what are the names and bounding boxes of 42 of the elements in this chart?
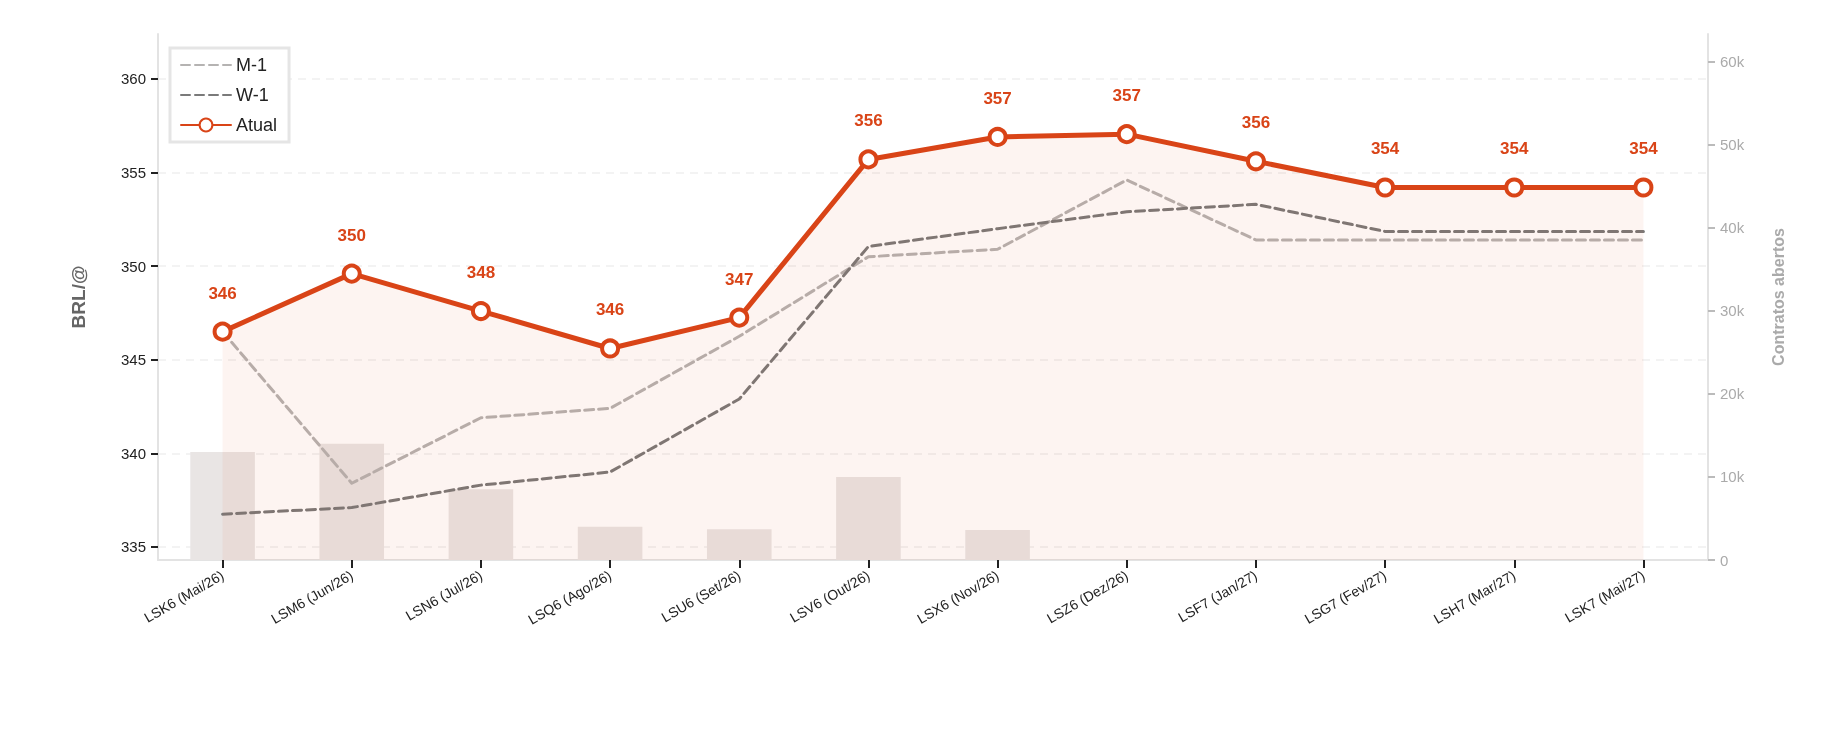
data-label: 350 [337,225,366,245]
point [600,338,621,359]
y2-tick-label: 40k [1720,219,1745,237]
y2-axis-title: Contratos abertos [1769,228,1787,366]
point [470,301,491,322]
point [1116,124,1137,145]
data-label: 357 [983,88,1012,108]
point [858,149,879,170]
legend-label: Atual [236,115,278,135]
y2-tick-label: 60k [1720,52,1745,70]
y-tick-label: 345 [120,351,146,369]
y-tick-label: 350 [120,257,146,275]
y2-tick-label: 30k [1720,302,1745,320]
y2-tick-label: 10k [1720,468,1745,486]
legend-label: M-1 [236,55,267,75]
point [341,263,362,284]
point [1245,151,1266,172]
point [987,126,1008,147]
data-label: 354 [1500,139,1529,159]
y2-tick-label: 0 [1720,551,1729,569]
data-label: 347 [725,269,754,289]
point [1633,177,1654,198]
y2-tick-label: 20k [1720,385,1745,403]
legend-label: W-1 [236,85,269,105]
y-tick-label: 340 [120,444,146,462]
y-tick-label: 355 [120,164,146,182]
point [212,321,233,342]
y-tick-label: 360 [120,70,146,88]
data-label: 354 [1629,139,1659,159]
point [1504,177,1525,198]
point [1375,177,1396,198]
y-tick-label: 335 [120,538,146,556]
data-label: 348 [466,263,496,283]
y-axis-title: BRL/@ [68,265,89,329]
data-label: 354 [1370,139,1400,159]
data-label: 357 [1112,86,1141,106]
y2-tick-label: 50k [1720,136,1745,154]
data-label: 356 [1241,113,1271,133]
data-label: 346 [208,283,237,303]
point [729,307,750,328]
data-label: 346 [595,300,625,320]
data-label: 356 [854,111,883,131]
